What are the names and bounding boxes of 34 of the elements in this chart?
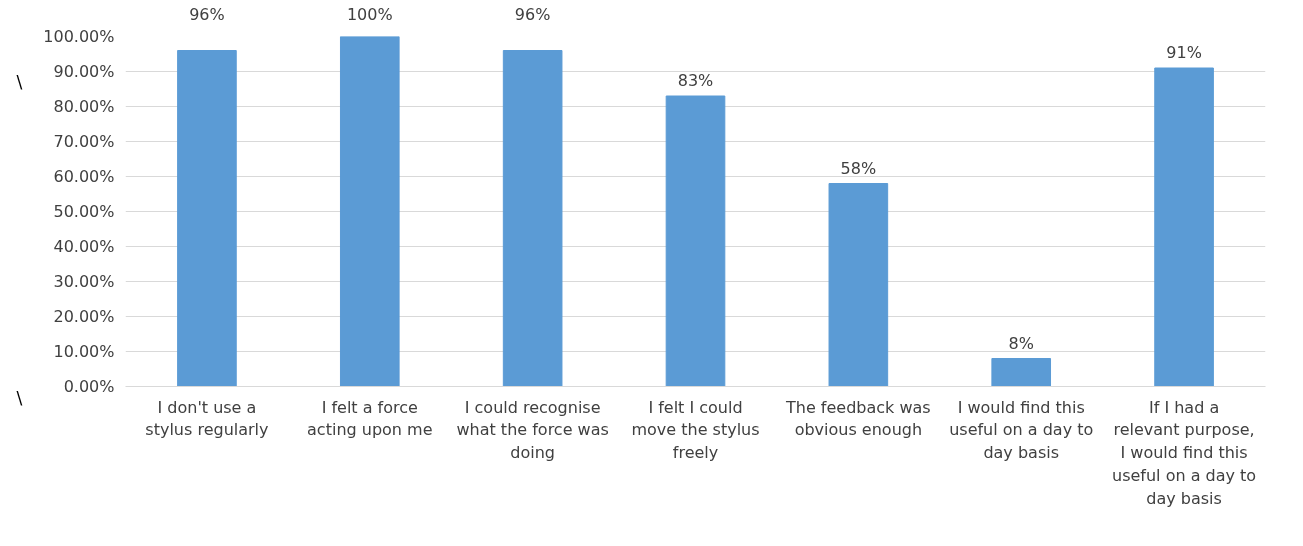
- data-label: 58%: [840, 158, 877, 178]
- data-label: 96%: [514, 4, 551, 24]
- y-tick-label: 20.00%: [53, 307, 115, 326]
- x-tick-label: The feedback was obvious enough: [785, 397, 931, 440]
- text: \: [16, 387, 23, 408]
- bar: [177, 50, 237, 387]
- data-label: 96%: [189, 4, 225, 24]
- text: \: [16, 71, 23, 92]
- bar: [991, 358, 1052, 387]
- y-tick-label: 100.00%: [43, 27, 115, 46]
- y-tick-label: 90.00%: [53, 62, 115, 81]
- data-label: 100%: [346, 4, 393, 24]
- x-tick-label: I don't use a stylus regularly: [145, 397, 269, 440]
- bar: [1154, 67, 1214, 387]
- bar: [502, 50, 563, 387]
- y-tick-label: 30.00%: [53, 272, 115, 291]
- x-tick-label: If I had a relevant purpose, I would find this useful on a day to day basis: [1112, 397, 1257, 508]
- y-tick-label: 60.00%: [53, 167, 115, 186]
- x-tick-label: I felt a force acting upon me: [307, 397, 433, 440]
- x-tick-label: I felt I could move the stylus freely: [631, 397, 760, 463]
- data-label: 8%: [1008, 333, 1034, 353]
- y-tick-label: 80.00%: [53, 97, 115, 116]
- y-tick-label: 0.00%: [63, 377, 115, 396]
- x-tick-label: I could recognise what the force was doing: [456, 397, 609, 463]
- data-label: 91%: [1166, 43, 1202, 62]
- bar: [665, 95, 726, 387]
- y-tick-label: 40.00%: [53, 237, 115, 256]
- y-tick-label: 10.00%: [53, 342, 115, 361]
- data-label: 83%: [677, 71, 714, 90]
- bar: [339, 36, 400, 387]
- y-tick-label: 70.00%: [53, 132, 115, 151]
- bar: [828, 183, 889, 387]
- y-tick-label: 50.00%: [53, 202, 115, 221]
- x-tick-label: I would find this useful on a day to day basis: [949, 397, 1094, 463]
